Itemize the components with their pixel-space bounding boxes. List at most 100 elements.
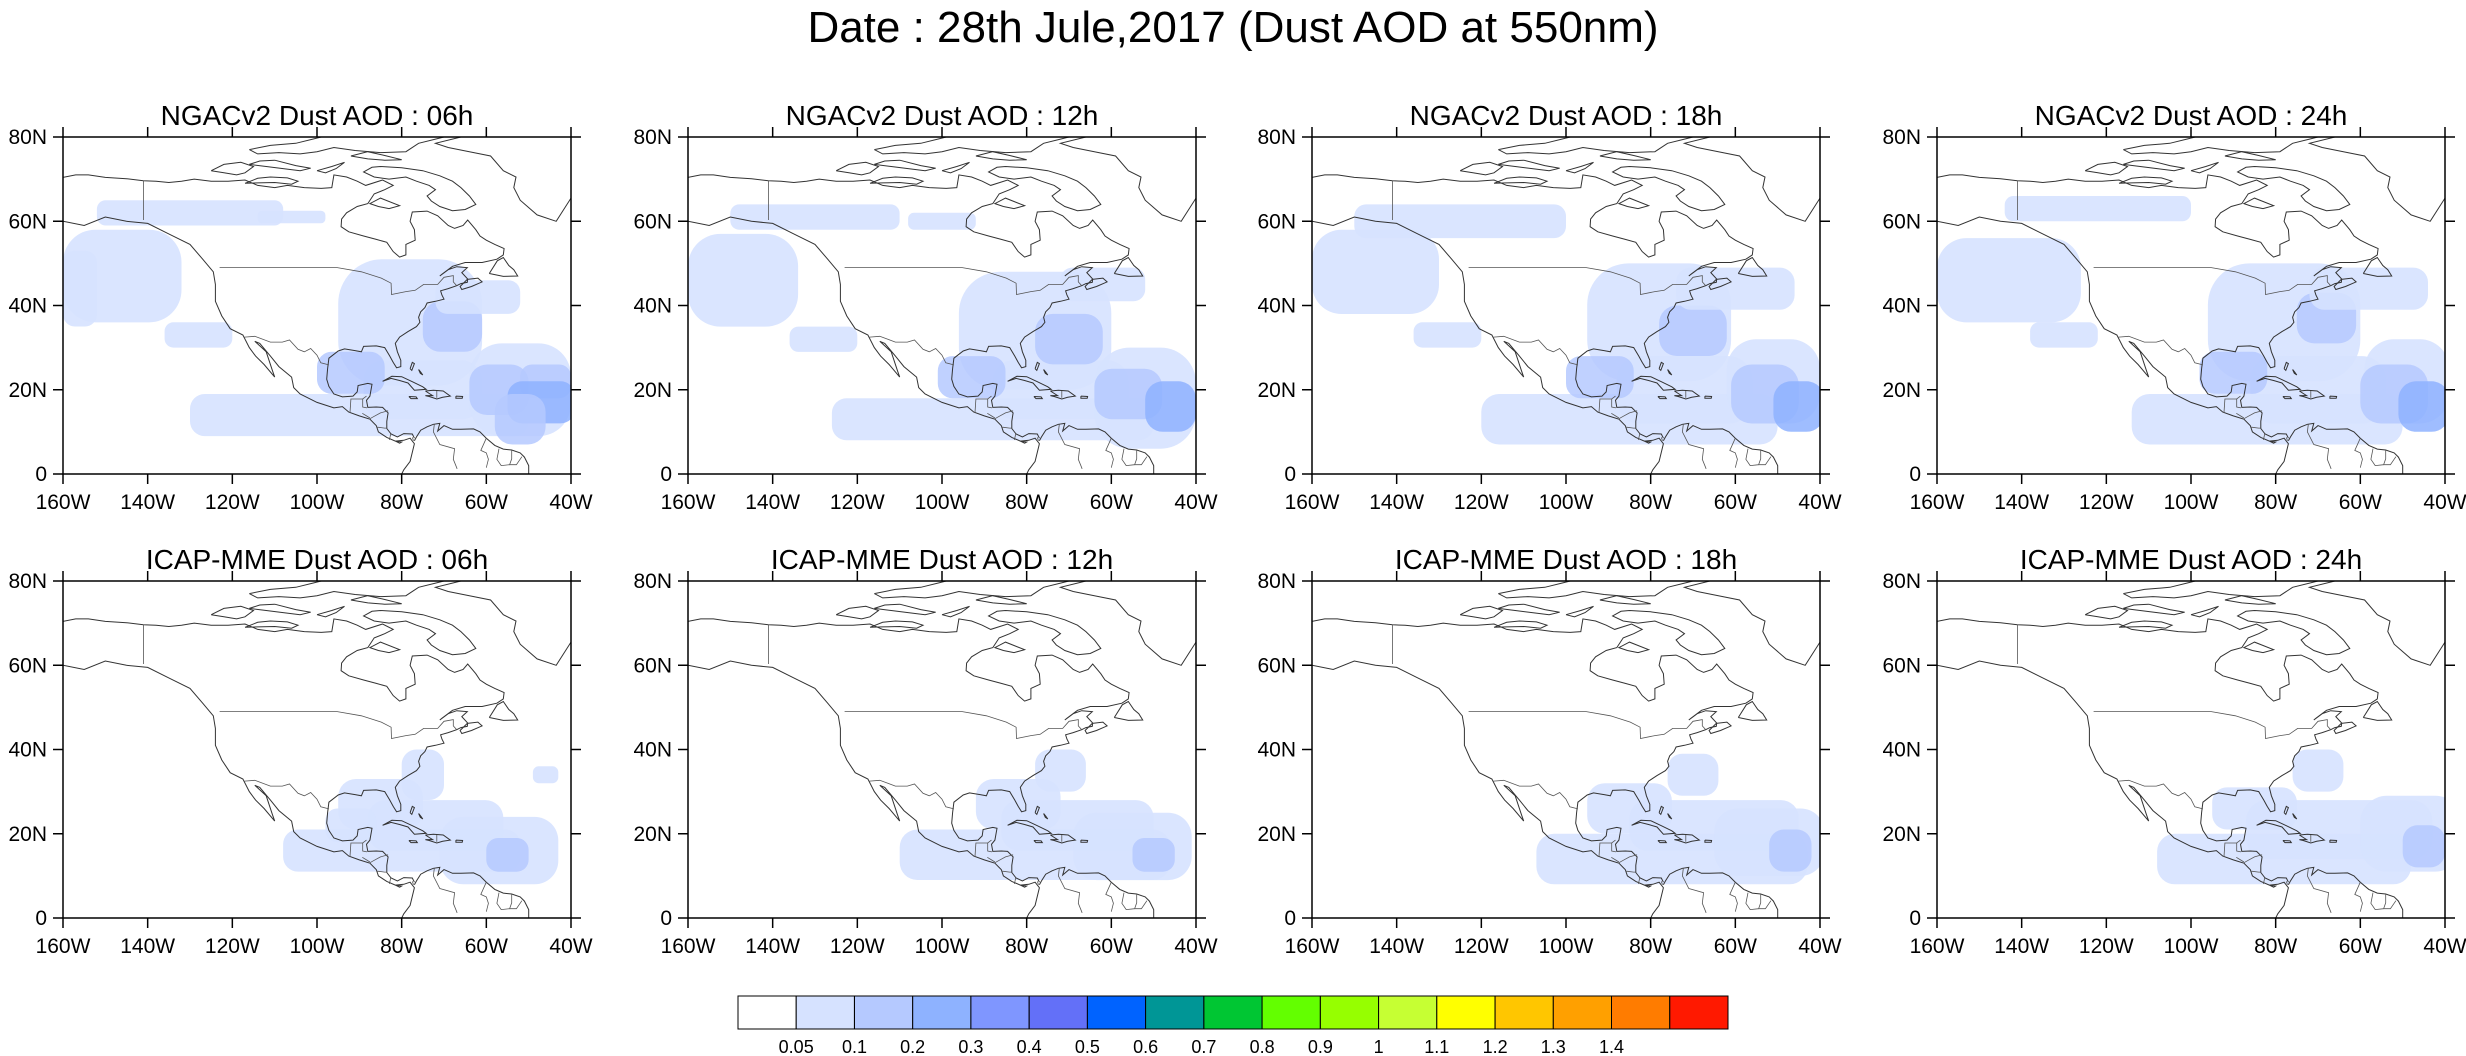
coastline [1312,216,1664,474]
coastline [874,581,1072,599]
coastline [1498,603,1560,616]
coastline [63,174,505,439]
coastline [1020,884,1029,888]
country-border [368,854,389,864]
coastline [63,216,415,474]
dust-aod-field [1145,381,1196,432]
coastline [1937,618,2379,883]
coastline [1708,721,1733,735]
lat-tick-label: 60N [1257,654,1296,677]
coastline [1611,166,1726,212]
coastline [1498,137,1696,155]
country-border [1729,438,1738,468]
coastline [874,603,936,616]
coastline [2333,721,2358,735]
coastline [1113,700,1144,721]
coastline [1657,840,1668,844]
coastline [1033,840,1044,844]
coastline [2292,813,2298,820]
country-border [2093,711,2331,739]
country-border [987,843,993,853]
lat-tick-label: 0 [1284,907,1296,930]
coastline [433,581,571,666]
country-border [1626,426,1636,429]
coastline [2236,166,2351,212]
lat-tick-label: 80N [1882,570,1921,593]
coastline [63,660,415,918]
coastline [2282,840,2293,844]
panel-title: ICAP-MME Dust AOD : 18h [1395,544,1737,575]
coastline [1084,721,1109,735]
map-area [1312,581,1820,918]
coastline [1662,866,1779,918]
dust-aod-field [789,326,858,352]
country-border [480,882,489,912]
country-border [2263,877,2266,884]
panel-title: NGACv2 Dust AOD : 12h [786,100,1099,131]
country-border [1660,881,1663,885]
dust-aod-field [1035,749,1086,792]
lon-tick-label: 40W [2423,491,2466,514]
lon-tick-label: 60W [1090,491,1133,514]
lon-tick-label: 100W [915,491,970,514]
map-area [688,581,1196,918]
dust-aod-field [494,394,546,445]
country-border [1105,882,1114,912]
dust-aod-field [63,250,97,327]
lat-tick-label: 0 [35,907,47,930]
lat-tick-label: 0 [35,463,47,486]
panel-title: ICAP-MME Dust AOD : 24h [2020,544,2362,575]
coastline [1737,256,1768,277]
lon-tick-label: 140W [120,491,175,514]
coastline [368,641,402,654]
lat-tick-label: 40N [1257,295,1296,318]
dust-aod-field [1773,381,1820,432]
lat-tick-label: 80N [8,570,47,593]
coastline [1617,197,1651,210]
country-border [1002,870,1012,873]
coastline [1043,813,1049,820]
dust-aod-field [1937,238,2081,323]
map-panel: NGACv2 Dust AOD : 12h 160W 140W 120W 100W 80W… [633,100,1217,514]
lon-tick-label: 160W [1285,491,1340,514]
colorbar-label: 0.2 [900,1037,925,1056]
coastline [941,161,970,174]
dust-aod-field [325,808,377,843]
country-border [1036,881,1039,885]
colorbar-swatch [1611,995,1671,1030]
coastline [2123,137,2321,155]
coastline [2352,122,2445,130]
country-border [844,711,1082,739]
dust-aod-field [1566,356,1634,399]
lat-tick-label: 60N [8,210,47,233]
dust-aod-field [2398,381,2445,432]
lat-tick-label: 80N [8,126,47,149]
dust-aod-field [2402,825,2445,868]
coastline [1493,176,1549,185]
coastline [1020,440,1029,444]
lon-tick-label: 80W [1629,935,1672,958]
coastline [1033,396,1044,400]
coastline [2307,137,2445,222]
lon-tick-label: 60W [465,491,508,514]
country-border [362,412,371,419]
country-border [974,839,992,857]
coastline [2283,361,2290,372]
dust-aod-field [2030,322,2098,348]
colorbar-swatch [1669,995,1729,1030]
coastline [1644,440,1653,444]
colorbar-swatch [1378,995,1438,1030]
lat-tick-label: 0 [1284,463,1296,486]
coastline [1007,375,1053,391]
coastline [874,137,1072,155]
dust-aod-field [401,749,444,800]
lat-tick-label: 20N [1257,379,1296,402]
lon-tick-label: 160W [1285,935,1340,958]
coastline [1611,610,1726,656]
lat-tick-label: 40N [8,739,47,762]
lat-tick-label: 0 [1909,463,1921,486]
coastline [2242,197,2276,210]
dust-aod-field [730,204,900,230]
country-border [1617,854,1638,864]
